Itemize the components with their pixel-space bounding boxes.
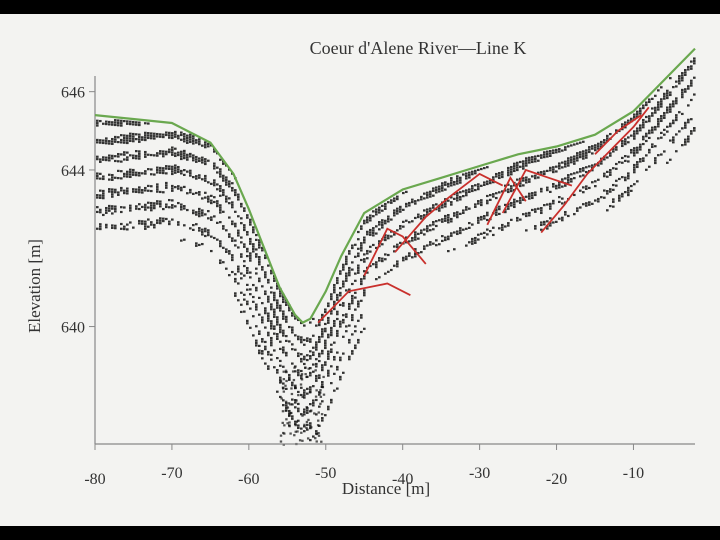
x-tick-label: -40 [392,471,413,488]
reflector-line [540,106,650,234]
x-axis-label: Distance [m] [342,479,430,498]
reflector-line [363,227,427,277]
axis-ticks: -80 -70 -60 -50 -40 -30 -20 -10 640 644 646 [61,85,644,488]
radargram-texture [96,57,696,446]
x-tick-label: -20 [546,471,567,488]
x-tick-label: -10 [623,465,644,482]
surface-line [94,47,696,324]
y-tick-label: 646 [61,85,85,102]
series-lines [94,47,696,324]
reflector-line [594,114,642,155]
reflector-line [486,175,527,226]
chart-title: Coeur d'Alene River—Line K [310,38,527,58]
x-tick-label: -50 [315,465,336,482]
chart: Coeur d'Alene River—Line K -80 -70 -60 -50-… [25,38,696,498]
y-axis-label: Elevation [m] [25,239,44,333]
slide-background: Coeur d'Alene River—Line K -80 -70 -60 -50-… [0,14,720,526]
reflector-line [394,172,504,253]
x-tick-label: -30 [469,465,490,482]
reflector-line [501,168,573,214]
reflector-line [317,282,411,324]
x-tick-label: -80 [84,471,105,488]
y-tick-label: 640 [61,320,85,337]
x-tick-label: -60 [238,471,259,488]
y-tick-label: 644 [61,163,85,180]
x-tick-label: -70 [161,465,182,482]
